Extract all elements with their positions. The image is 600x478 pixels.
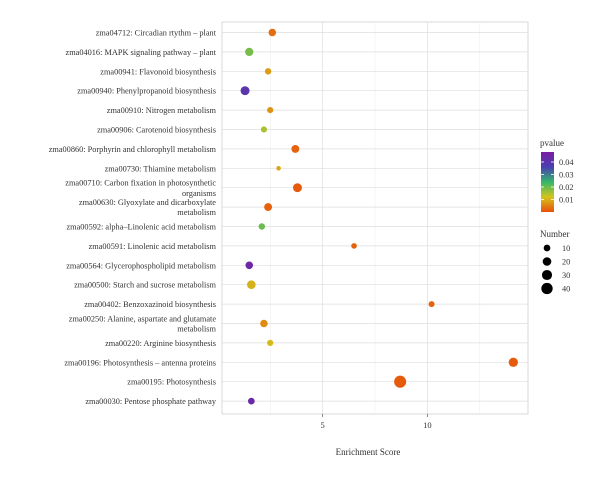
category-label: zma00564: Glycerophospholipid metabolism <box>66 261 216 270</box>
data-point <box>248 397 255 405</box>
data-point <box>291 144 300 153</box>
size-legend-label: 20 <box>562 258 570 267</box>
category-label: zma00030: Pentose phosphate pathway <box>85 397 216 406</box>
x-axis-title: Enrichment Score <box>336 447 401 457</box>
color-legend-label: 0.01 <box>559 196 574 205</box>
data-point <box>245 47 254 57</box>
category-label: zma00500: Starch and sucrose metabolism <box>74 281 216 290</box>
category-label: zma00592: alpha–Linolenic acid metabolis… <box>66 223 216 232</box>
color-legend-bar <box>541 152 554 212</box>
category-label: zma00710: Carbon fixation in photosynthe… <box>65 179 216 198</box>
x-axis-ticks: 5 10 <box>320 414 432 430</box>
color-legend-label: 0.04 <box>559 158 574 167</box>
category-label: zma00220: Arginine biosynthesis <box>105 339 216 348</box>
data-point <box>276 166 281 171</box>
category-label: zma04712: Circadian rtythm – plant <box>96 29 217 38</box>
category-label: zma00941: Flavonoid biosynthesis <box>100 67 216 76</box>
color-legend-label: 0.03 <box>559 171 574 180</box>
size-legend-label: 40 <box>562 285 570 294</box>
category-label: zma00910: Nitrogen metabolism <box>107 106 217 115</box>
size-legend-dot <box>542 257 552 266</box>
data-point <box>428 301 435 308</box>
color-legend-title: pvalue <box>540 138 564 148</box>
category-label: zma00730: Thiamine metabolism <box>105 164 217 173</box>
category-label: zma00940: Phenylpropanoid biosynthesis <box>77 87 216 96</box>
data-point <box>292 183 302 193</box>
category-labels: zma04712: Circadian rtythm – plant zma040… <box>49 29 217 407</box>
category-label: zma00196: Photosynthesis – antenna prote… <box>64 358 216 367</box>
data-point <box>508 357 518 367</box>
data-point <box>240 86 250 96</box>
category-label: zma00906: Carotenoid biosynthesis <box>97 126 216 135</box>
size-legend-dot <box>541 269 553 281</box>
data-point <box>260 319 268 328</box>
color-legend-label: 0.02 <box>559 183 574 192</box>
size-legend-label: 10 <box>562 244 570 253</box>
data-point <box>258 223 266 230</box>
data-point <box>351 243 357 249</box>
category-label: zma00195: Photosynthesis <box>127 378 216 387</box>
plot-area <box>221 21 529 415</box>
data-point <box>264 68 272 75</box>
data-point <box>394 375 407 388</box>
legend: pvalue 0.04 0.03 0.02 0.01 Number 10 20 30 40 <box>540 138 574 295</box>
data-point <box>245 261 254 270</box>
data-point <box>267 339 274 346</box>
data-point <box>264 203 273 212</box>
x-tick-label: 10 <box>423 420 432 430</box>
size-legend-label: 30 <box>562 271 570 280</box>
data-point <box>247 280 256 290</box>
size-legend-title: Number <box>540 229 570 239</box>
data-point <box>260 126 268 133</box>
data-point <box>267 107 274 114</box>
data-point <box>268 28 277 37</box>
category-label: zma00250: Alanine, aspartate and glutama… <box>69 314 217 333</box>
category-label: zma00591: Linolenic acid metabolism <box>89 242 217 251</box>
category-label: zma00630: Glyoxylate and dicarboxylate me… <box>79 198 217 217</box>
category-label: zma00860: Porphyrin and chlorophyll meta… <box>49 145 217 154</box>
size-legend-dot <box>543 244 551 252</box>
category-label: zma00402: Benzoxazinoid biosynthesis <box>84 300 216 309</box>
category-label: zma04016: MAPK signaling pathway – plant <box>66 48 217 57</box>
size-legend-dot <box>541 282 553 295</box>
x-tick-label: 5 <box>320 420 324 430</box>
